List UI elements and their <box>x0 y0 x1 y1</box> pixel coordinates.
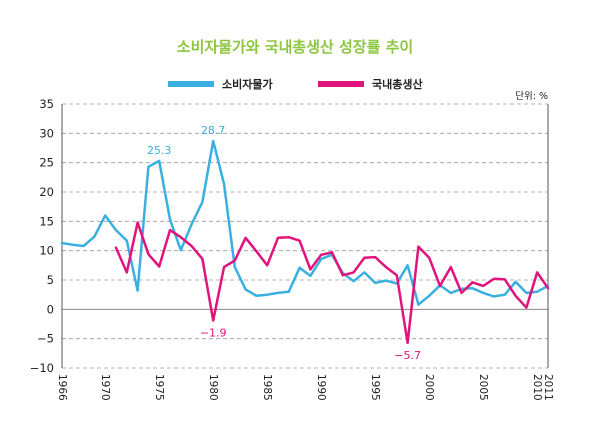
legend: 소비자물가 국내총생산 <box>168 77 423 91</box>
x-tick-label: 1995 <box>369 374 381 401</box>
series-lines <box>60 139 550 345</box>
y-tick-label: −10 <box>30 361 54 375</box>
x-tick-label: 1975 <box>153 374 165 401</box>
y-tick-label: 15 <box>39 214 54 228</box>
unit-label: 단위: % <box>515 90 548 102</box>
y-tick-label: 0 <box>47 302 54 316</box>
y-tick-label: 5 <box>47 273 54 287</box>
x-tick-label: 2010 <box>531 374 543 401</box>
y-tick-label: 30 <box>39 126 54 140</box>
x-tick-label: 1990 <box>315 374 327 401</box>
y-axis-ticks: −10 −5 0 5 10 15 20 25 30 35 <box>30 97 54 375</box>
data-label: 28.7 <box>201 124 226 137</box>
data-label: −1.9 <box>200 326 227 339</box>
x-tick-label: 2011 <box>542 374 554 401</box>
x-tick-label: 2000 <box>423 374 435 401</box>
x-tick-label: 1985 <box>261 374 273 401</box>
y-tick-label: −5 <box>37 332 54 346</box>
x-tick-label: 1980 <box>207 374 219 401</box>
legend-label-gdp: 국내총생산 <box>372 77 423 91</box>
x-tick-label: 2005 <box>477 374 489 401</box>
x-tick-label: 1970 <box>99 374 111 401</box>
data-label: −5.7 <box>394 349 421 362</box>
legend-label-cpi: 소비자물가 <box>222 77 273 91</box>
y-tick-label: 25 <box>39 156 54 170</box>
series-line-gdp <box>114 221 550 345</box>
x-tick-label: 1966 <box>56 374 68 401</box>
data-label: 25.3 <box>147 144 172 157</box>
y-tick-label: 10 <box>39 244 54 258</box>
x-axis-ticks: 1966 1970 1975 1980 1985 1990 1995 2000 2005 2010… <box>56 374 554 401</box>
data-annotations: 25.3 28.7 −1.9 −5.7 <box>147 124 421 362</box>
y-tick-label: 35 <box>39 97 54 111</box>
y-tick-label: 20 <box>39 185 54 199</box>
chart-title: 소비자물가와 국내총생산 성장률 추이 <box>177 38 413 56</box>
